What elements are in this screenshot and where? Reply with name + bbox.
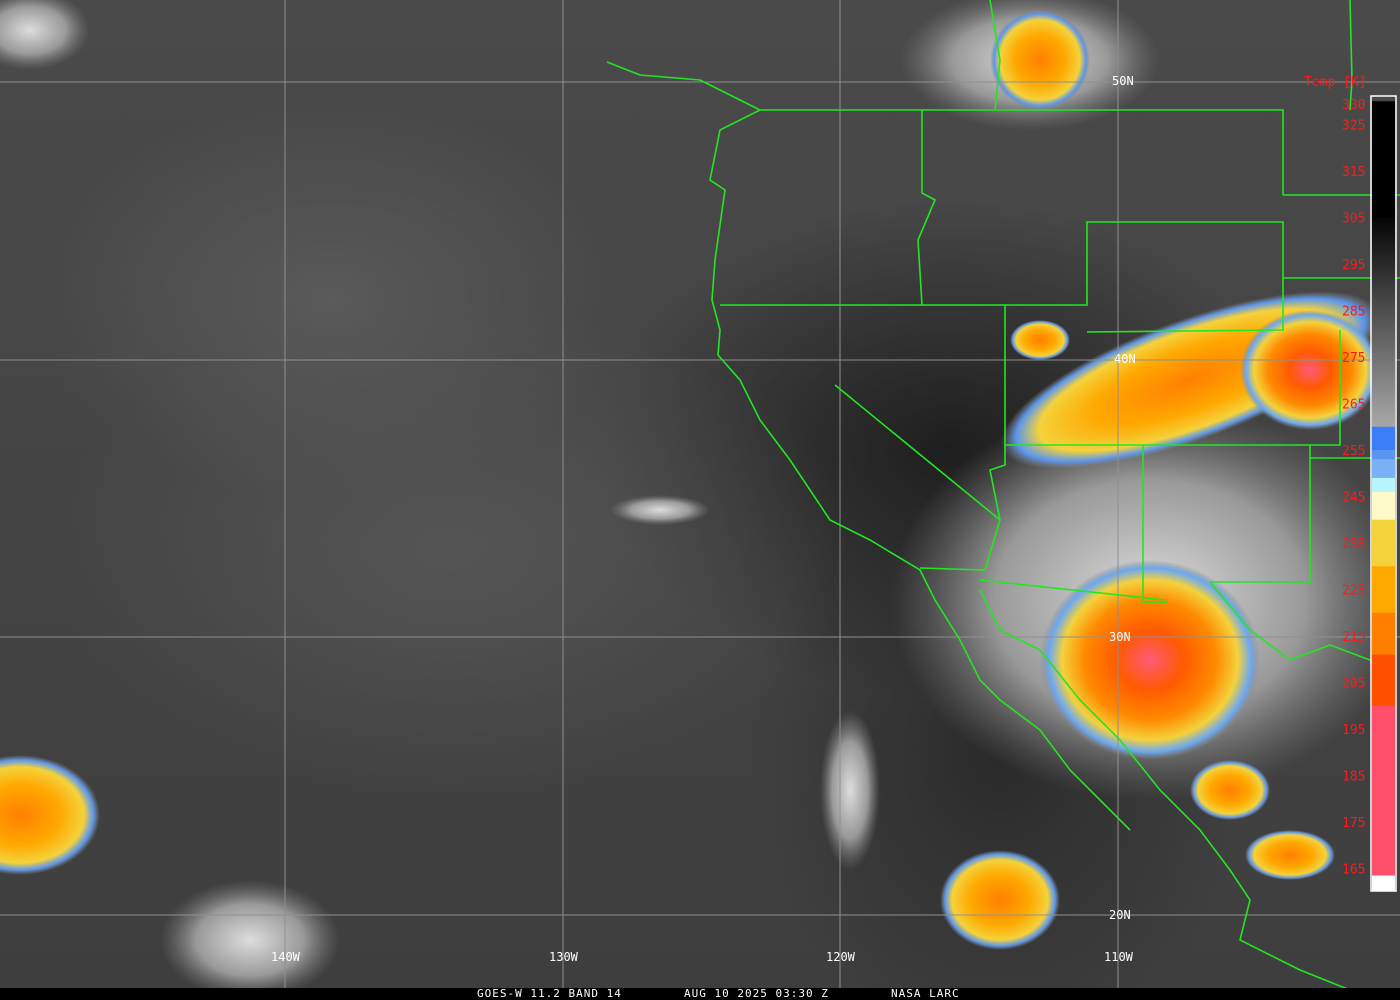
- colorbar-swatch: [1372, 217, 1395, 428]
- coastlines-and-borders: [606, 0, 1400, 991]
- colorbar-swatch: [1372, 705, 1395, 876]
- lon-label-130w: 130W: [549, 950, 579, 964]
- colorbar-swatch: [1372, 101, 1395, 218]
- colorbar-swatch: [1372, 654, 1395, 707]
- colorbar-swatch: [1372, 477, 1395, 493]
- colorbar-tick-label: 245: [1342, 491, 1365, 506]
- colorbar-tick-label: 185: [1342, 770, 1365, 785]
- grid-labels: 50N 40N 30N 20N 140W 130W 120W 110W: [271, 74, 1136, 964]
- colorbar-tick-label: 305: [1342, 212, 1365, 227]
- caption-bar: GOES-W 11.2 BAND 14 AUG 10 2025 03:30 Z …: [0, 988, 1400, 1000]
- lon-label-120w: 120W: [826, 950, 856, 964]
- colorbar-swatch: [1372, 426, 1395, 451]
- colorbar-tick-label: 330: [1342, 98, 1365, 113]
- colorbar-tick-label: 195: [1342, 723, 1365, 738]
- colorbar-swatch: [1372, 450, 1395, 460]
- colorbar-tick-label: 285: [1342, 305, 1365, 320]
- colorbar-tick-label: 235: [1342, 537, 1365, 552]
- timestamp: AUG 10 2025 03:30 Z: [684, 987, 829, 1000]
- colorbar-ticks: 330 325 315 305 295 285 275 265 255 245 235 225 215 2…: [1342, 98, 1365, 878]
- colorbar-tick-label: 315: [1342, 165, 1365, 180]
- colorbar-swatch: [1372, 459, 1395, 479]
- colorbar-tick-label: 265: [1342, 398, 1365, 413]
- lon-label-140w: 140W: [271, 950, 301, 964]
- colorbar-tick-label: 215: [1342, 630, 1365, 645]
- colorbar-swatches: [1372, 101, 1395, 891]
- colorbar-title: Temp [K]: [1304, 75, 1367, 90]
- colorbar-swatch: [1372, 875, 1395, 891]
- colorbar-tick-label: 295: [1342, 258, 1365, 273]
- credit: NASA LARC: [891, 987, 960, 1000]
- satellite-title: GOES-W 11.2 BAND 14: [477, 987, 622, 1000]
- colorbar-swatch: [1372, 491, 1395, 521]
- colorbar-legend: Temp [K] 330 325 315 305 295 285 275 265 255 245 2…: [1304, 75, 1397, 892]
- lat-label-20n: 20N: [1109, 908, 1131, 922]
- colorbar-tick-label: 275: [1342, 351, 1365, 366]
- colorbar-tick-label: 205: [1342, 677, 1365, 692]
- colorbar-tick-label: 175: [1342, 816, 1365, 831]
- lat-label-40n: 40N: [1114, 352, 1136, 366]
- lat-label-30n: 30N: [1109, 630, 1131, 644]
- colorbar-swatch: [1372, 566, 1395, 614]
- colorbar-tick-label: 325: [1342, 119, 1365, 134]
- colorbar-tick-label: 255: [1342, 444, 1365, 459]
- colorbar-swatch: [1372, 612, 1395, 656]
- colorbar-tick-label: 165: [1342, 863, 1365, 878]
- colorbar-swatch: [1372, 519, 1395, 567]
- lon-label-110w: 110W: [1104, 950, 1134, 964]
- colorbar-tick-label: 225: [1342, 584, 1365, 599]
- lat-label-50n: 50N: [1112, 74, 1134, 88]
